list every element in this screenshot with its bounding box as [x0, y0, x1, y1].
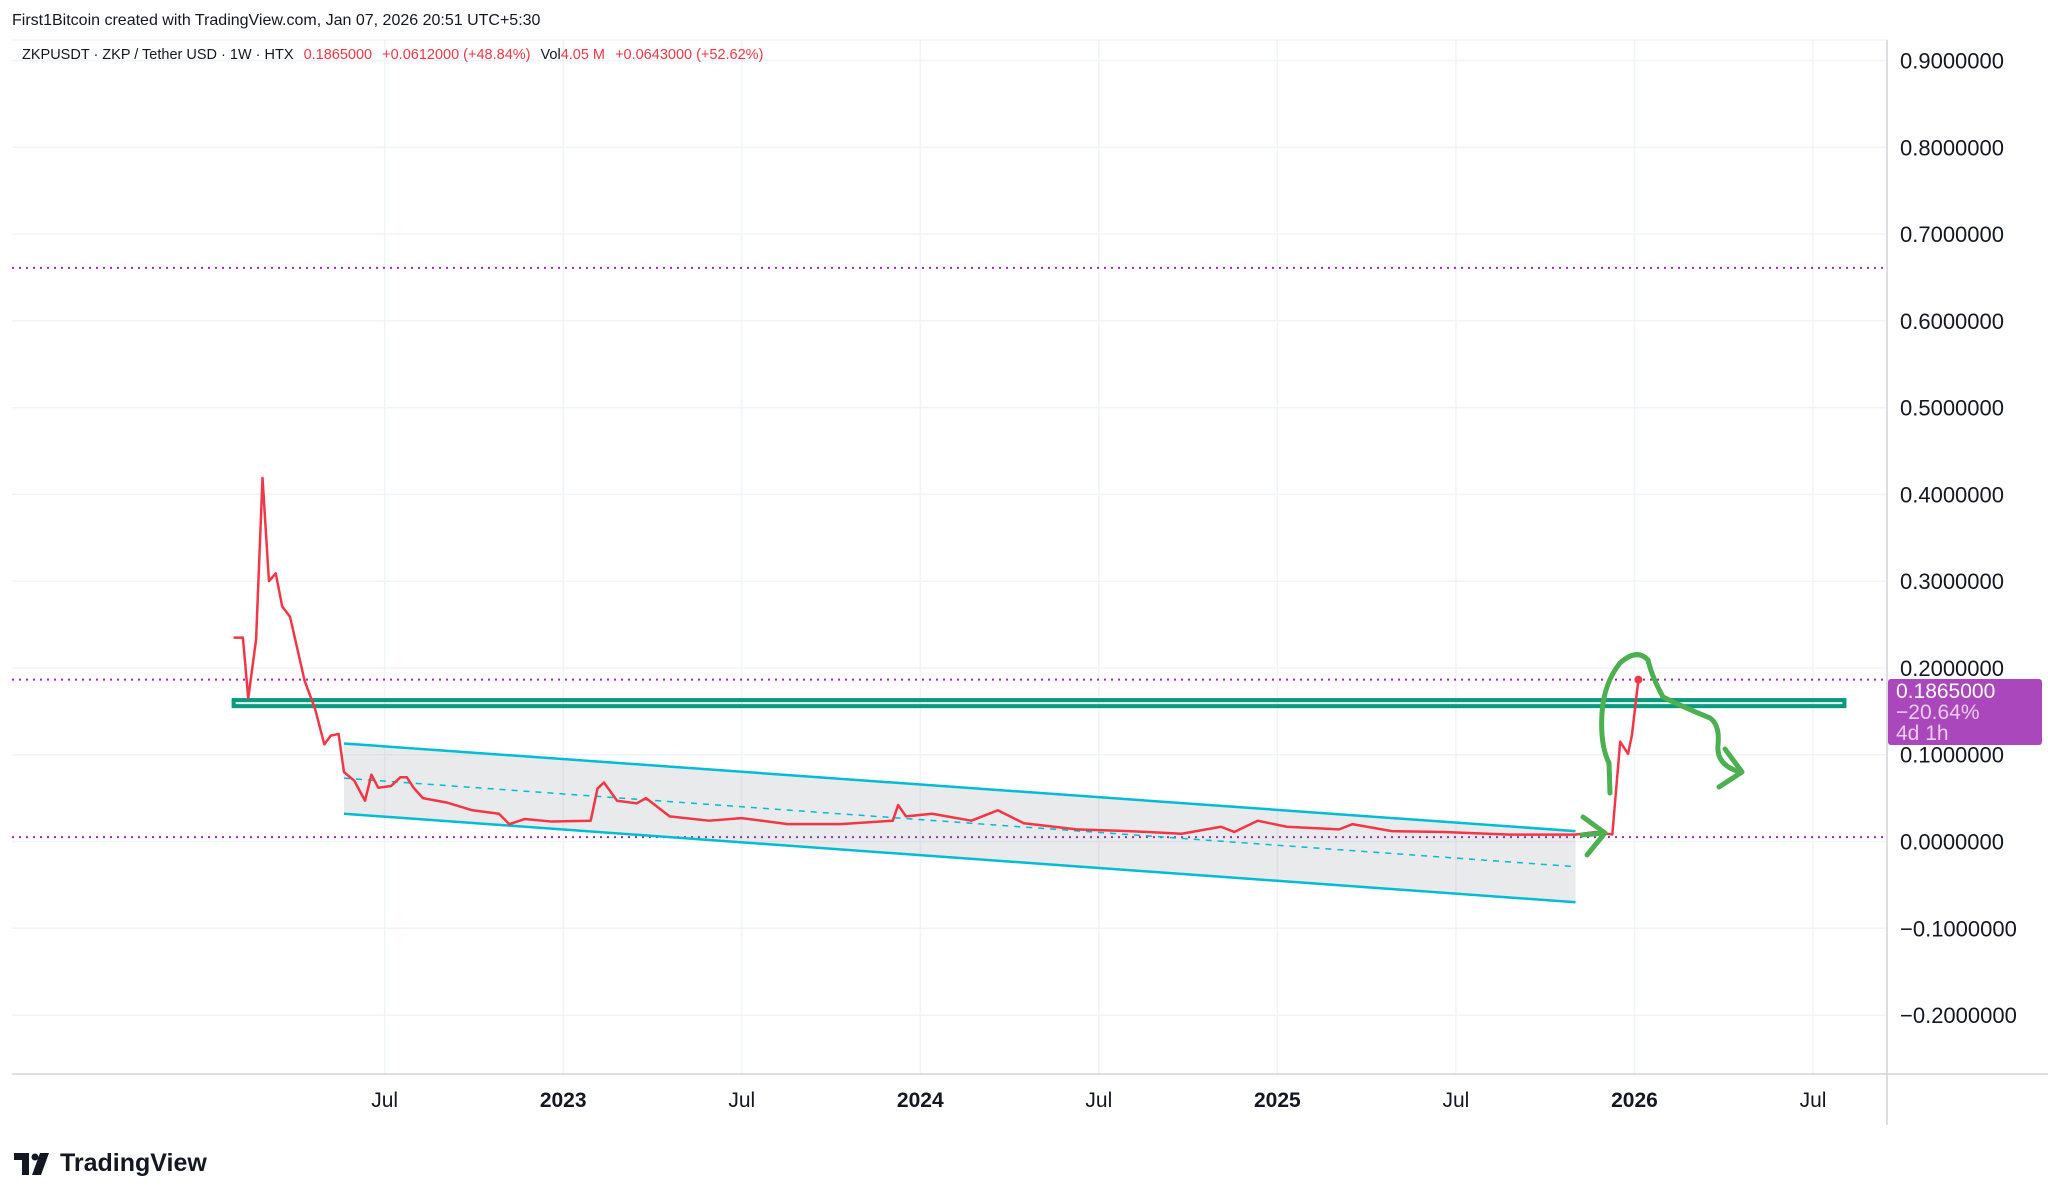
support-zone-rectangle: [231, 698, 1847, 709]
volume-change: +0.0643000 (+52.62%): [615, 47, 764, 63]
x-tick-label: Jul: [371, 1089, 398, 1112]
x-tick-label: Jul: [1800, 1089, 1827, 1112]
y-tick-label: 0.7000000: [1900, 222, 2004, 247]
x-tick-label: Jul: [1442, 1089, 1469, 1112]
x-tick-label: 2026: [1611, 1089, 1658, 1112]
y-tick-label: 0.5000000: [1900, 396, 2004, 421]
y-tick-label: 0.6000000: [1900, 309, 2004, 334]
grid: [12, 40, 1887, 1074]
y-tick-label: 0.8000000: [1900, 135, 2004, 160]
y-tick-label: 0.9000000: [1900, 49, 2004, 74]
channel-mid-line: [343, 777, 1576, 868]
y-tick-label: 0.1000000: [1900, 743, 2004, 768]
y-tick-label: 0.0000000: [1900, 830, 2004, 855]
current-price: 0.1865000: [1896, 680, 1996, 703]
symbol-info[interactable]: ZKPUSDT · ZKP / Tether USD · 1W · HTX: [22, 47, 294, 63]
y-tick-label: 0.2000000: [1900, 656, 2004, 681]
x-tick-label: 2025: [1254, 1089, 1301, 1112]
channel-upper-line: [343, 742, 1576, 833]
tradingview-logo-icon: [14, 1152, 49, 1175]
y-tick-label: −0.1000000: [1900, 916, 2017, 941]
volume-value: 4.05 M: [560, 47, 606, 63]
price-line: [233, 476, 1640, 836]
tradingview-logo[interactable]: TradingView: [14, 1149, 207, 1178]
arrow-right-shaft[interactable]: [1579, 830, 1608, 838]
x-tick-label: 2024: [897, 1089, 944, 1112]
x-tick-label: 2023: [540, 1089, 587, 1112]
y-tick-label: 0.4000000: [1900, 482, 2004, 507]
last-price-dot: [1634, 675, 1643, 684]
price-change-percent: −20.64%: [1896, 701, 1980, 724]
attribution: First1Bitcoin created with TradingView.c…: [12, 12, 541, 29]
arrowhead-right[interactable]: [1580, 814, 1608, 858]
y-tick-label: 0.3000000: [1900, 569, 2004, 594]
hand-drawn-curve[interactable]: [1599, 652, 1743, 796]
channel-lower-line: [343, 812, 1576, 904]
x-tick-label: Jul: [1085, 1089, 1112, 1112]
x-tick-label: Jul: [728, 1089, 755, 1112]
symbol-legend: ZKPUSDT · ZKP / Tether USD · 1W · HTX 0.…: [22, 47, 769, 63]
last-price: 0.1865000: [303, 47, 373, 63]
arrowhead-down-right[interactable]: [1716, 746, 1745, 790]
y-tick-label: −0.2000000: [1900, 1003, 2017, 1028]
current-price-label: 0.1865000 −20.64% 4d 1h: [1888, 679, 2042, 745]
bar-countdown: 4d 1h: [1896, 722, 1949, 745]
volume-label: Vol: [540, 47, 561, 63]
brand-name: TradingView: [60, 1149, 207, 1177]
hand-drawn-arrows[interactable]: [1579, 652, 1745, 858]
price-change: +0.0612000 (+48.84%): [382, 47, 531, 63]
